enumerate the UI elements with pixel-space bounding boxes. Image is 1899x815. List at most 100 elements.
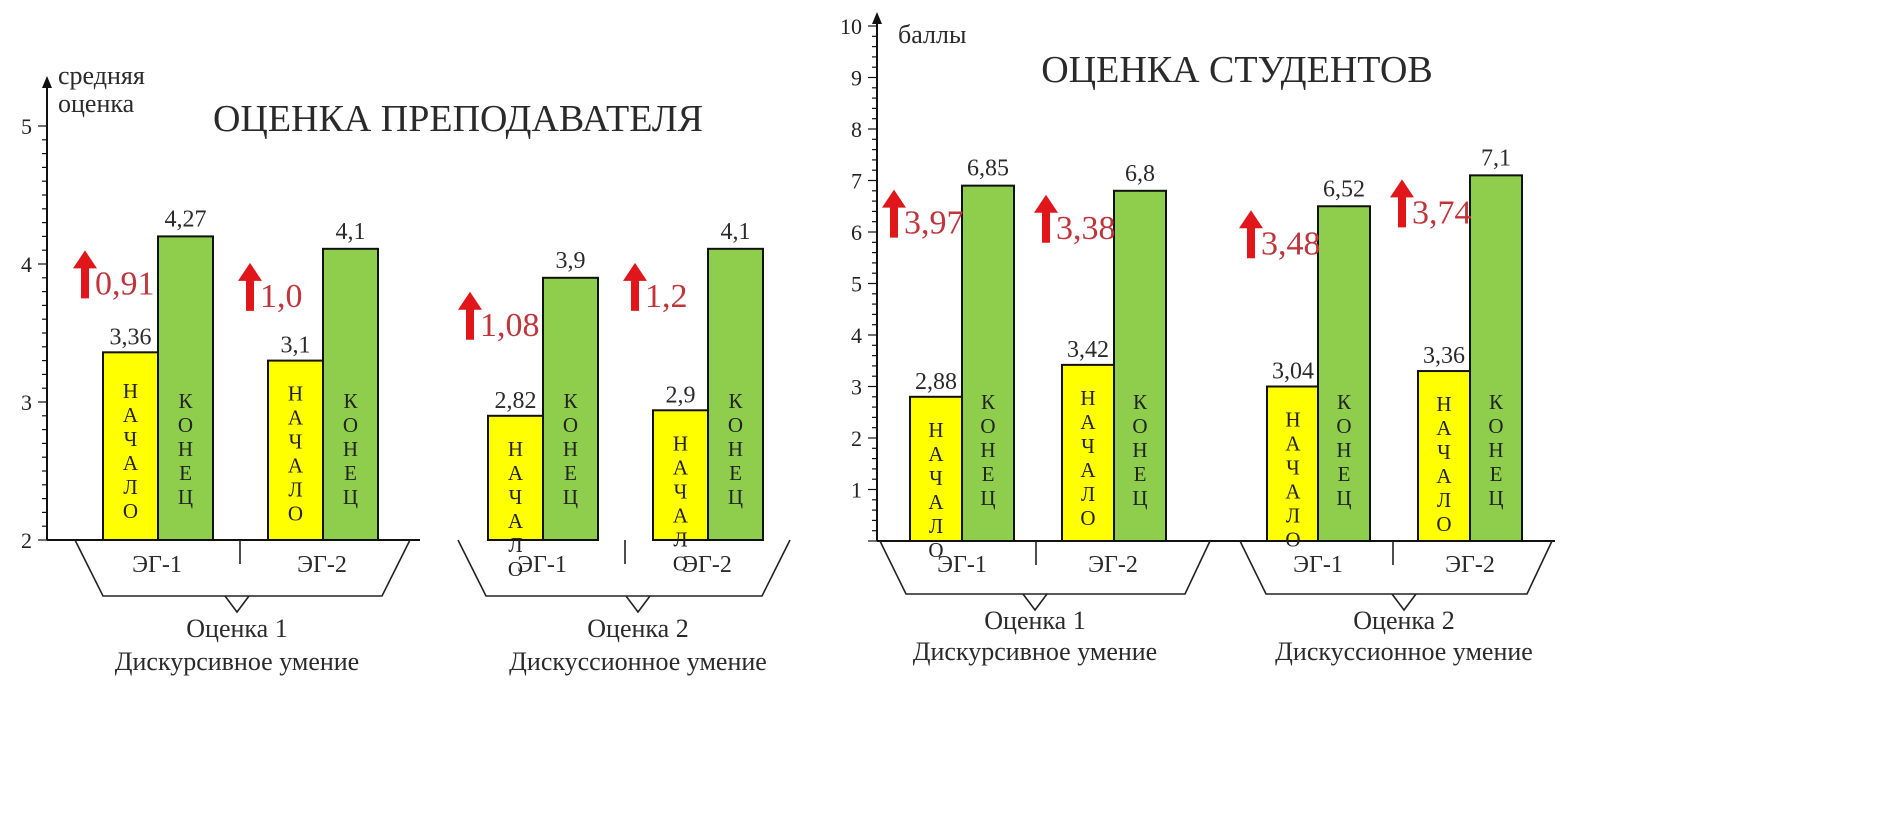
bar-start-text-letter: А (673, 455, 689, 479)
bar-start-value-label: 2,88 (915, 369, 957, 395)
delta-label: 3,38 (1056, 210, 1116, 247)
bar-start-text-letter: Л (288, 478, 302, 502)
bar-start-text-letter: Ч (929, 466, 943, 490)
bar-end-text-letter: К (1133, 390, 1148, 414)
bar-end-text-letter: К (563, 389, 578, 413)
bar-start-text-letter: Л (508, 533, 522, 557)
bar-end-text-letter: Ц (1488, 486, 1503, 510)
bar-start-text-letter: Л (1437, 488, 1451, 512)
bar-end-text-letter: О (1132, 414, 1147, 438)
bar-start-text-letter: А (123, 451, 139, 475)
y-axis-label: средняя (58, 61, 145, 90)
bar-start-value-label: 2,82 (495, 388, 537, 414)
bar-start-text-letter: Ч (289, 430, 303, 454)
student-assessment-chart: ОЦЕНКА СТУДЕНТОВбаллы123456789102,88НАЧА… (840, 12, 1555, 666)
group-bracket (1239, 540, 1553, 595)
group-label: ЭГ-1 (132, 552, 182, 578)
y-tick-label: 5 (21, 114, 32, 139)
bar-start-text-letter: Ч (1437, 440, 1451, 464)
increase-arrow-icon (1034, 194, 1058, 243)
bar-end-text-letter: Ц (728, 485, 743, 509)
bar-end-text-letter: Е (564, 461, 577, 485)
bar-end-text-letter: К (343, 389, 358, 413)
y-tick-label: 4 (851, 323, 862, 348)
bar-end (961, 184, 1015, 542)
bar-start-value-label: 3,36 (1423, 343, 1465, 369)
group-caption-subtitle: Дискурсивное умение (115, 647, 359, 676)
bar-start-value-label: 3,36 (110, 324, 152, 350)
increase-arrow-icon (1390, 179, 1414, 228)
bar-start-value-label: 3,42 (1067, 337, 1109, 363)
bar-start (487, 414, 544, 541)
y-axis-arrow-icon (872, 12, 882, 24)
bar-start-text-letter: Л (673, 527, 687, 551)
bar-start-text-letter: А (928, 490, 944, 514)
y-tick-label: 4 (21, 252, 32, 277)
bar-end-text-letter: О (343, 413, 358, 437)
bar-start-text-letter: О (1080, 506, 1095, 530)
bar-start-text-letter: Л (1286, 504, 1300, 528)
group-label: ЭГ-1 (1293, 552, 1343, 578)
bar-end-value-label: 4,27 (165, 206, 207, 232)
bar-start-text-letter: А (1436, 464, 1452, 488)
bar-start-text-letter: О (1285, 528, 1300, 552)
bar-end-text-letter: Е (1490, 462, 1503, 486)
bar-end-text-letter: О (728, 413, 743, 437)
bar-end-text-letter: Ц (1132, 486, 1147, 510)
group-label: ЭГ-2 (682, 552, 732, 578)
bar-end-text-letter: Н (1336, 438, 1351, 462)
bar-start-text-letter: А (123, 403, 139, 427)
bar-start-text-letter: А (288, 406, 304, 430)
bar-end-text-letter: О (980, 414, 995, 438)
group-bracket (879, 540, 1211, 595)
bar-start-text-letter: О (673, 551, 688, 575)
y-tick-label: 9 (851, 66, 862, 91)
increase-arrow-icon (73, 250, 97, 299)
bar-start-text-letter: Н (123, 379, 138, 403)
y-tick-label: 1 (851, 478, 862, 503)
bar-start-text-letter: О (288, 502, 303, 526)
bar-end-text-letter: Н (728, 437, 743, 461)
bar-end-text-letter: Е (179, 461, 192, 485)
bar-end-value-label: 3,9 (556, 248, 586, 274)
bar-start-text-letter: А (1436, 416, 1452, 440)
bar-end (542, 276, 599, 541)
bar-start-text-letter: Н (1285, 408, 1300, 432)
y-axis-label: баллы (898, 20, 966, 49)
bar-start-text-letter: Н (1436, 392, 1451, 416)
y-tick-label: 10 (840, 14, 862, 39)
y-tick-label: 3 (851, 375, 862, 400)
bar-end-text-letter: О (1336, 414, 1351, 438)
bar-end-text-letter: О (178, 413, 193, 437)
group-bracket (74, 539, 411, 597)
bar-start-text-letter: А (508, 461, 524, 485)
group-label: ЭГ-2 (297, 552, 347, 578)
bar-start-text-letter: Ч (674, 479, 688, 503)
bar-start (652, 409, 709, 541)
bar-end-text-letter: Е (344, 461, 357, 485)
bar-end-text-letter: Е (729, 461, 742, 485)
bar-end (707, 247, 764, 541)
delta-label: 3,74 (1412, 194, 1472, 231)
bar-start-text-letter: А (1285, 432, 1301, 456)
group-notch (1391, 593, 1417, 612)
bar-end-value-label: 6,85 (967, 156, 1009, 182)
bar-start (1061, 363, 1115, 542)
y-tick-label: 7 (851, 169, 862, 194)
bar-end-value-label: 4,1 (721, 219, 751, 245)
delta-label: 0,91 (95, 265, 155, 302)
group-caption-subtitle: Дискурсивное умение (913, 637, 1157, 666)
y-tick-label: 5 (851, 272, 862, 297)
bar-start-text-letter: Л (123, 475, 137, 499)
increase-arrow-icon (882, 189, 906, 238)
